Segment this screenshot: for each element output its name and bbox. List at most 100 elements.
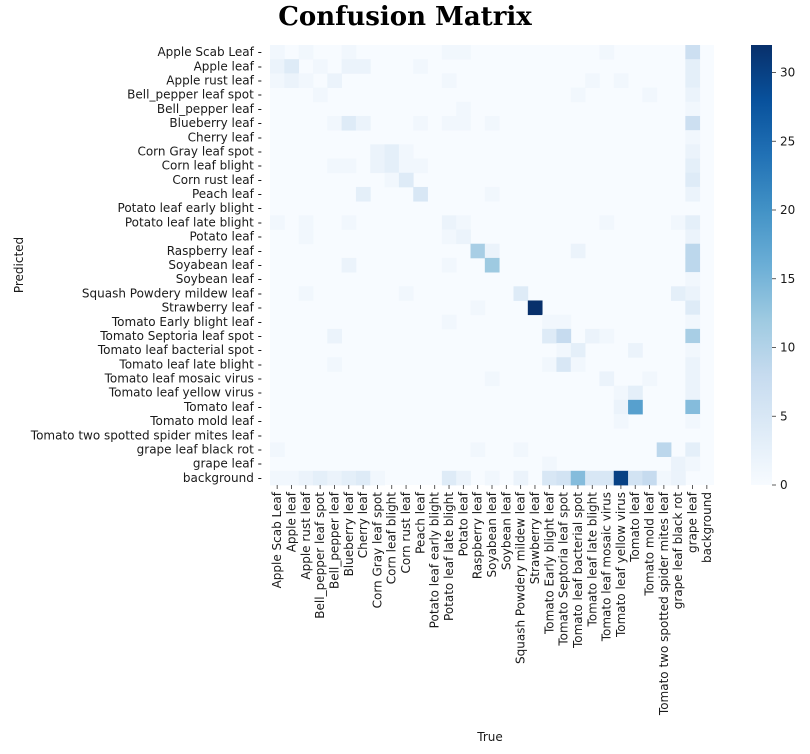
heatmap-cell — [613, 73, 629, 88]
y-axis-title: Predicted — [12, 237, 26, 293]
heatmap-cell — [327, 470, 343, 486]
heatmap-cell — [671, 215, 686, 230]
x-tick-label: grape leaf — [686, 491, 700, 553]
heatmap-cell — [628, 470, 643, 486]
heatmap-cell — [484, 371, 500, 387]
y-tick-label: Tomato leaf bacterial spot - — [97, 343, 262, 357]
heatmap-cell — [355, 186, 371, 202]
heatmap-cell — [298, 45, 314, 60]
heatmap-cell — [513, 442, 529, 458]
heatmap-cell — [585, 328, 600, 344]
heatmap-cell — [341, 45, 357, 60]
heatmap-cell — [613, 470, 629, 486]
heatmap-cell — [542, 456, 557, 472]
heatmap-cell — [456, 470, 471, 486]
heatmap-cell — [685, 442, 701, 458]
x-tick-labels: Apple Scab Leaf Apple leaf Apple rust leaf… — [270, 485, 714, 716]
heatmap-cell — [685, 300, 701, 316]
heatmap-cell — [270, 442, 285, 458]
heatmap-cell — [685, 456, 701, 472]
x-axis-title: True — [476, 730, 503, 744]
heatmap-cell — [341, 59, 357, 74]
colorbar-tick-label: 20 — [780, 203, 795, 217]
y-tick-label: Peach leaf - — [192, 187, 262, 201]
heatmap-cell — [284, 73, 300, 88]
heatmap-cell — [570, 470, 586, 486]
heatmap-cell — [599, 215, 615, 230]
heatmap-cell — [456, 45, 471, 60]
heatmap-cell — [685, 59, 701, 74]
colorbar-gradient — [751, 45, 772, 485]
x-tick-label: Tomato Early blight leaf — [542, 491, 556, 635]
heatmap-cell — [484, 257, 500, 273]
heatmap-cell — [341, 115, 357, 131]
heatmap-cell — [685, 172, 701, 188]
heatmap-cell — [370, 158, 385, 174]
heatmap-cell — [484, 243, 500, 259]
heatmap-cell — [298, 229, 314, 245]
heatmap-cell — [270, 59, 285, 74]
heatmap-cell — [441, 314, 457, 330]
heatmap-cell — [341, 215, 357, 230]
heatmap-cell — [671, 470, 686, 486]
y-tick-label: Corn rust leaf - — [172, 173, 262, 187]
heatmap-cell — [570, 87, 586, 103]
heatmap-cell — [298, 73, 314, 88]
x-tick-label: Tomato mold leaf — [643, 491, 657, 596]
y-tick-label: Soyabean leaf - — [168, 258, 262, 272]
heatmap-cell — [456, 115, 471, 131]
heatmap-cell — [527, 300, 543, 316]
x-tick-label: Blueberry leaf — [342, 491, 356, 576]
x-tick-label: Potato leaf early blight — [428, 492, 442, 629]
heatmap-cell — [685, 343, 701, 358]
heatmap-cell — [685, 130, 701, 145]
heatmap-cell — [599, 470, 615, 486]
heatmap-cell — [599, 328, 615, 344]
heatmap-cell — [327, 115, 343, 131]
heatmap-cell — [556, 314, 572, 330]
heatmap-cell — [685, 158, 701, 174]
heatmap-cell — [398, 144, 414, 159]
heatmap-cell — [441, 45, 457, 60]
heatmap-cell — [642, 371, 658, 387]
heatmap-cell — [470, 243, 486, 259]
heatmap-cell — [685, 87, 701, 103]
heatmap-cell — [270, 470, 285, 486]
heatmap-cell — [413, 186, 428, 202]
y-tick-label: Tomato leaf - — [183, 400, 262, 414]
heatmap-cell — [370, 144, 385, 159]
heatmap-cell — [284, 470, 300, 486]
x-tick-label: Soyabean leaf — [485, 491, 499, 577]
x-tick-label: Tomato two spotted spider mites leaf — [657, 491, 671, 716]
x-tick-label: Bell_pepper leaf — [327, 491, 341, 589]
heatmap-cell — [441, 115, 457, 131]
y-tick-label: Bell_pepper leaf spot - — [127, 88, 262, 102]
heatmap-cell — [298, 470, 314, 486]
heatmap-cell — [341, 158, 357, 174]
heatmap-cell — [484, 186, 500, 202]
heatmap-cell — [542, 470, 557, 486]
x-tick-label: Raspberry leaf — [471, 491, 485, 579]
heatmap-cell — [685, 357, 701, 372]
heatmap-cell — [613, 385, 629, 401]
y-tick-label: grape leaf black rot - — [137, 443, 262, 457]
heatmap-cell — [685, 399, 701, 415]
y-tick-label: Bell_pepper leaf - — [157, 102, 262, 116]
heatmap-cell — [384, 172, 400, 188]
heatmap-cell — [628, 343, 643, 358]
heatmap-cell — [341, 257, 357, 273]
heatmap-cell — [556, 343, 572, 358]
y-tick-label: Apple rust leaf - — [166, 73, 262, 87]
x-tick-label: Bell_pepper leaf spot — [313, 492, 327, 619]
heatmap-cell — [685, 314, 701, 330]
y-tick-label: Tomato leaf mosaic virus - — [104, 372, 262, 386]
heatmap-cell — [312, 470, 328, 486]
heatmap-cell — [398, 158, 414, 174]
heatmap-cell — [685, 45, 701, 60]
heatmap-cell — [327, 357, 343, 372]
heatmap-cell — [370, 470, 385, 486]
y-tick-label: Tomato Early blight leaf - — [111, 315, 262, 329]
x-tick-label: Tomato leaf bacterial spot — [571, 492, 585, 649]
heatmap-cell — [284, 59, 300, 74]
